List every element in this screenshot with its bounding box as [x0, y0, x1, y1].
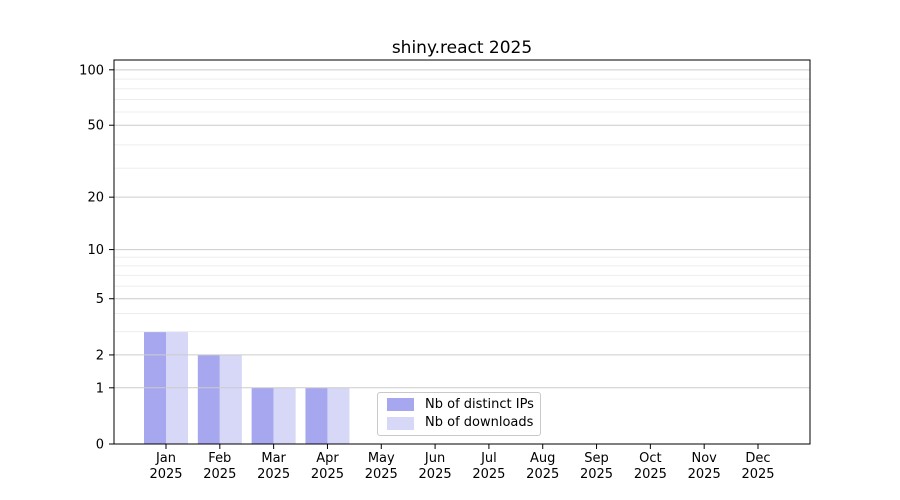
- bars-layer: [144, 331, 350, 444]
- legend-item-downloads: Nb of downloads: [387, 415, 534, 430]
- y-tick-label: 1: [96, 381, 104, 396]
- legend-label-downloads: Nb of downloads: [425, 415, 534, 430]
- y-tick-label: 10: [87, 243, 104, 258]
- x-tick-label: Sep 2025: [580, 451, 613, 482]
- axis-labels-layer: 0 1 2 5 10 20 50 100 Jan 2025 Feb 2025 Mar 2025 Apr 202…: [79, 63, 774, 482]
- legend-item-distinct-ips: Nb of distinct IPs: [387, 396, 534, 412]
- y-tick-label: 100: [79, 63, 104, 78]
- x-tick-label: Dec 2025: [741, 451, 774, 482]
- x-tick-label: Aug 2025: [526, 451, 559, 482]
- y-tick-label: 5: [96, 292, 104, 307]
- legend-swatch-distinct-ips: [387, 398, 414, 412]
- legend-swatch-downloads: [387, 416, 414, 430]
- x-tick-label: Feb 2025: [203, 451, 236, 482]
- x-tick-label: Nov 2025: [688, 451, 721, 482]
- bar-distinct-ips: [197, 354, 220, 444]
- frame-layer: [113, 59, 811, 445]
- y-tick-label: 20: [87, 191, 104, 206]
- bar-downloads: [273, 387, 296, 444]
- y-tick-label: 2: [96, 348, 104, 363]
- bar-distinct-ips: [305, 387, 328, 444]
- bar-distinct-ips: [251, 387, 274, 444]
- bar-downloads: [219, 354, 242, 444]
- chart-legend: Nb of distinct IPs Nb of downloads: [377, 392, 541, 436]
- grid-layer: [114, 69, 810, 389]
- x-tick-label: Jan 2025: [149, 451, 182, 482]
- x-tick-label: May 2025: [365, 451, 398, 482]
- x-tick-label: Jul 2025: [472, 451, 505, 482]
- x-tick-label: Jun 2025: [419, 451, 452, 482]
- x-tick-label: Apr 2025: [311, 451, 344, 482]
- plot-frame: [113, 59, 811, 445]
- x-tick-label: Oct 2025: [634, 451, 667, 482]
- legend-label-distinct-ips: Nb of distinct IPs: [425, 396, 534, 412]
- y-tick-label: 50: [87, 119, 104, 134]
- chart-title: shiny.react 2025: [392, 38, 532, 58]
- bar-downloads: [327, 387, 350, 444]
- y-tick-label: 0: [96, 438, 104, 453]
- x-tick-label: Mar 2025: [257, 451, 290, 482]
